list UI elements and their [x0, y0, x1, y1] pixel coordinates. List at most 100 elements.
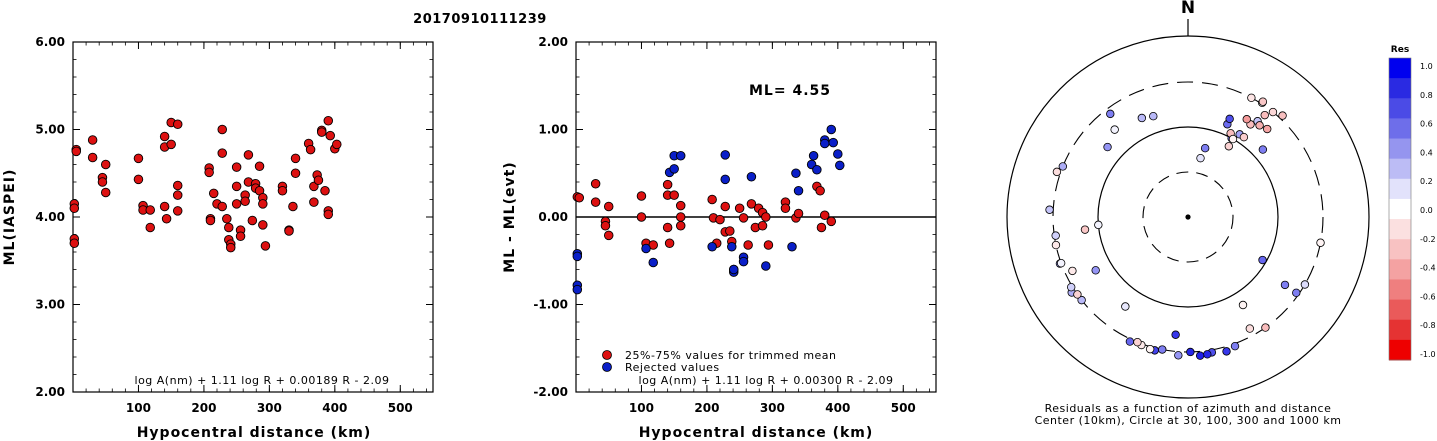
epicenter-dot	[1185, 214, 1191, 220]
data-point	[284, 226, 294, 236]
legend-accepted-marker	[602, 350, 612, 360]
data-point	[217, 124, 227, 135]
data-point	[305, 144, 316, 155]
data-point	[205, 215, 216, 226]
colorbar-label: -0.8	[1420, 321, 1436, 330]
y-tick-label: -2.00	[533, 385, 568, 399]
rejected-point	[835, 160, 845, 171]
plot1-ylabel: ML(IASPEI)	[2, 169, 18, 266]
data-point	[290, 168, 301, 178]
plot2-y-tick-labels: -2.00 -1.00 0.00 1.00 2.00	[533, 35, 568, 399]
colorbar-swatch	[1389, 219, 1411, 240]
accepted-point	[720, 201, 730, 212]
station-marker	[1103, 142, 1112, 152]
accepted-point	[763, 240, 774, 250]
colorbar-label: 0.6	[1420, 120, 1433, 129]
accepted-point	[780, 203, 791, 213]
data-point	[231, 181, 242, 192]
accepted-point	[574, 192, 585, 203]
data-point	[224, 222, 234, 233]
data-point	[217, 148, 227, 158]
data-point	[87, 152, 98, 163]
polar-caption-2: Center (10km), Circle at 30, 100, 300 an…	[1035, 414, 1342, 427]
y-tick-label: -1.00	[533, 298, 568, 312]
data-point	[225, 242, 236, 253]
station-marker	[1133, 337, 1142, 347]
accepted-point	[743, 240, 753, 250]
accepted-point	[715, 214, 725, 225]
panel-ml-iaspei: 100 200 300 400 500 2.00 3.00 4.00 5.00 6.00 Hyp…	[2, 35, 434, 441]
plot2-x-tick-labels: 100 200 300 400 500	[629, 401, 916, 415]
data-point	[222, 213, 232, 224]
rejected-point	[833, 149, 843, 159]
data-point	[247, 215, 258, 226]
x-tick-label: 300	[760, 401, 785, 415]
station-marker	[1278, 111, 1287, 120]
rejected-point	[572, 284, 583, 295]
station-marker	[1258, 145, 1268, 154]
station-marker	[1080, 225, 1090, 234]
colorbar-title: Res	[1391, 45, 1409, 55]
data-point	[97, 177, 108, 187]
accepted-point	[662, 222, 673, 233]
station-marker	[1247, 93, 1256, 103]
rejected-point	[791, 168, 801, 178]
accepted-point	[738, 213, 749, 223]
y-tick-label: 4.00	[35, 210, 65, 224]
legend-rejected-marker	[602, 362, 612, 372]
accepted-point	[819, 210, 830, 220]
accepted-point	[675, 212, 686, 222]
data-point	[258, 220, 268, 230]
north-label: N	[1181, 0, 1195, 18]
colorbar-swatch	[1389, 339, 1411, 361]
station-marker	[1045, 205, 1054, 214]
y-tick-label: 3.00	[35, 298, 65, 312]
station-marker	[1186, 347, 1195, 357]
data-point	[258, 199, 268, 209]
rejected-point	[669, 164, 679, 174]
accepted-point	[603, 201, 614, 212]
accepted-point	[675, 200, 686, 211]
station-marker	[1239, 132, 1249, 142]
accepted-point	[816, 222, 827, 233]
station-marker	[1196, 153, 1205, 163]
station-marker	[1174, 351, 1183, 360]
station-marker	[1125, 337, 1135, 346]
data-point	[290, 153, 301, 164]
data-point	[87, 135, 98, 145]
data-point	[145, 222, 155, 233]
station-marker	[1260, 110, 1269, 120]
station-marker	[1110, 125, 1119, 134]
station-marker	[1171, 330, 1180, 339]
station-marker	[1228, 134, 1238, 144]
rejected-point	[641, 243, 651, 254]
station-marker	[1145, 344, 1155, 354]
station-marker	[1067, 282, 1076, 292]
rejected-point	[728, 264, 739, 275]
data-point	[235, 231, 246, 241]
data-point	[69, 238, 80, 248]
colorbar-frame	[1388, 57, 1412, 361]
station-marker	[1073, 290, 1082, 299]
data-point	[320, 185, 330, 196]
colorbar-label: -0.2	[1420, 235, 1436, 244]
station-marker	[1255, 121, 1264, 130]
plot1-ticks	[72, 41, 433, 393]
station-marker	[1052, 167, 1062, 177]
station-marker	[1106, 109, 1115, 119]
colorbar-label: -0.6	[1420, 292, 1436, 301]
station-marker	[1238, 300, 1248, 310]
rejected-point	[793, 185, 804, 196]
colorbar-labels: 1.0 0.8 0.6 0.4 0.2 0.0 -0.2 -0.4 -0.6 -0.8 -1.0	[1420, 62, 1436, 359]
rejected-point	[648, 257, 658, 268]
rejected-point	[675, 150, 686, 161]
plot2-ticks	[575, 41, 936, 393]
data-point	[133, 174, 144, 185]
x-tick-label: 100	[126, 401, 151, 415]
station-marker	[1316, 238, 1325, 247]
data-point	[145, 205, 155, 215]
data-point	[288, 201, 298, 212]
colorbar-swatch	[1389, 178, 1411, 200]
plot1-formula: log A(nm) + 1.11 log R + 0.00189 R - 2.0…	[135, 374, 390, 387]
data-point	[208, 188, 219, 199]
